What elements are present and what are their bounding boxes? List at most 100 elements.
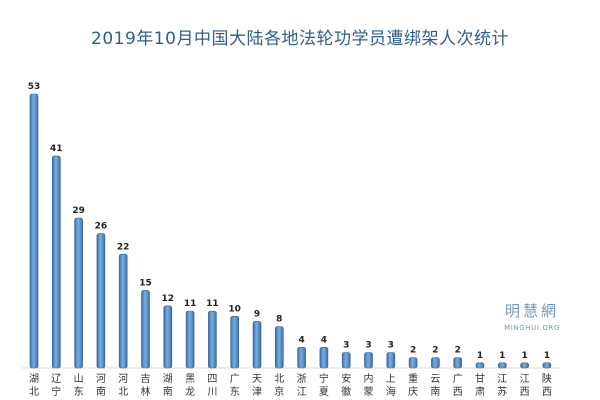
category-label-湖北-1: 湖 xyxy=(29,373,39,385)
value-label: 2 xyxy=(455,346,461,356)
category-label-辽宁-1: 辽 xyxy=(51,373,61,385)
category-label-河南-1: 河 xyxy=(96,373,106,385)
bar-重庆 xyxy=(408,357,418,369)
bar-吉林 xyxy=(141,290,150,369)
bar-山东 xyxy=(74,217,83,369)
bar-广西 xyxy=(453,357,463,369)
bar-上海 xyxy=(386,352,396,369)
bar-内蒙 xyxy=(364,352,373,369)
bar-四川 xyxy=(208,310,217,369)
category-label-云南-2: 南 xyxy=(430,385,440,398)
category-label-甘肃-1: 甘 xyxy=(475,372,485,385)
category-label-黑龙-1: 黑 xyxy=(185,373,195,385)
value-label: 12 xyxy=(162,294,175,304)
watermark-site: MINGHUI.ORG xyxy=(504,324,560,332)
bar-云南 xyxy=(431,357,440,369)
category-label-广东-1: 广 xyxy=(230,373,240,385)
value-label: 53 xyxy=(28,82,41,92)
category-label-陕西-2: 西 xyxy=(542,387,552,398)
category-label-陕西-1: 陕 xyxy=(542,372,552,385)
bar-辽宁 xyxy=(51,155,61,369)
category-label-吉林-2: 林 xyxy=(141,385,151,398)
category-label-河南-2: 南 xyxy=(96,385,106,398)
value-label: 4 xyxy=(298,335,304,345)
value-label: 3 xyxy=(388,340,394,350)
category-label-四川-1: 四 xyxy=(207,374,217,385)
category-label-辽宁-2: 宁 xyxy=(51,385,61,398)
value-label: 3 xyxy=(343,340,349,350)
category-label-北京-1: 北 xyxy=(274,373,284,385)
value-label: 22 xyxy=(117,242,130,252)
value-label: 1 xyxy=(544,351,550,361)
bar-甘肃 xyxy=(475,362,485,369)
category-label-广西-1: 广 xyxy=(453,373,463,385)
bar-湖北 xyxy=(29,93,39,369)
value-label: 11 xyxy=(206,299,219,309)
watermark-logo: 明慧網 xyxy=(504,302,559,320)
category-label-江苏-2: 苏 xyxy=(497,385,507,398)
bar-陕西 xyxy=(542,362,552,369)
value-label: 2 xyxy=(432,346,438,356)
bar-河北 xyxy=(118,253,128,369)
category-label-北京-2: 京 xyxy=(274,385,284,398)
category-label-天津-2: 津 xyxy=(252,386,262,398)
category-label-甘肃-2: 肃 xyxy=(475,386,485,398)
bar-湖南 xyxy=(163,305,173,369)
value-label: 10 xyxy=(228,304,241,314)
bar-北京 xyxy=(274,326,284,369)
value-label: 8 xyxy=(276,315,282,325)
category-label-湖北-2: 北 xyxy=(29,386,39,398)
category-label-安徽-1: 安 xyxy=(341,372,351,385)
category-label-江苏-1: 江 xyxy=(497,373,507,385)
category-label-浙江-2: 江 xyxy=(297,386,307,398)
bar-江苏 xyxy=(497,362,507,369)
bar-宁夏 xyxy=(319,347,329,369)
category-label-吉林-1: 吉 xyxy=(141,373,151,385)
bar-江西 xyxy=(520,362,529,369)
bar-天津 xyxy=(252,321,262,369)
bar-广东 xyxy=(230,316,239,369)
category-label-广西-2: 西 xyxy=(453,387,463,398)
watermark: 明慧網 MINGHUI.ORG xyxy=(492,300,572,332)
category-label-内蒙-2: 蒙 xyxy=(364,385,374,398)
category-label-重庆-2: 庆 xyxy=(408,385,418,398)
value-label: 9 xyxy=(254,309,260,319)
category-label-湖南-1: 湖 xyxy=(163,373,173,385)
value-label: 41 xyxy=(50,144,63,154)
value-label: 2 xyxy=(410,346,416,356)
category-label-重庆-1: 重 xyxy=(408,372,418,385)
category-label-四川-2: 川 xyxy=(207,387,217,398)
category-label-安徽-2: 徽 xyxy=(341,385,351,398)
value-label: 3 xyxy=(365,340,371,350)
category-label-天津-1: 天 xyxy=(252,374,262,385)
value-label: 1 xyxy=(477,351,483,361)
category-label-山东-2: 东 xyxy=(74,385,84,398)
category-label-宁夏-1: 宁 xyxy=(319,372,329,385)
category-label-宁夏-2: 夏 xyxy=(319,386,329,398)
bar-黑龙 xyxy=(185,310,195,369)
value-label: 1 xyxy=(521,351,527,361)
category-label-江西-1: 江 xyxy=(520,373,530,385)
category-label-山东-1: 山 xyxy=(74,373,84,385)
value-label: 26 xyxy=(95,222,108,232)
category-label-江西-2: 西 xyxy=(520,387,530,398)
category-label-上海-1: 上 xyxy=(386,373,396,385)
category-label-广东-2: 东 xyxy=(230,385,240,398)
category-label-湖南-2: 南 xyxy=(163,385,173,398)
category-label-上海-2: 海 xyxy=(386,385,396,398)
bar-河南 xyxy=(96,233,106,369)
value-label: 29 xyxy=(72,206,85,216)
value-label: 1 xyxy=(499,351,505,361)
bar-安徽 xyxy=(341,352,351,369)
value-label: 11 xyxy=(184,299,197,309)
category-label-河北-1: 河 xyxy=(118,373,128,385)
bar-浙江 xyxy=(297,347,306,369)
category-label-浙江-1: 浙 xyxy=(297,373,307,385)
category-label-黑龙-2: 龙 xyxy=(185,385,195,398)
value-label: 4 xyxy=(321,335,327,345)
category-label-云南-1: 云 xyxy=(430,374,440,385)
chart-title: 2019年10月中国大陆各地法轮功学员遭绑架人次统计 xyxy=(91,29,509,49)
category-label-河北-2: 北 xyxy=(118,386,128,398)
value-label: 15 xyxy=(139,278,152,288)
